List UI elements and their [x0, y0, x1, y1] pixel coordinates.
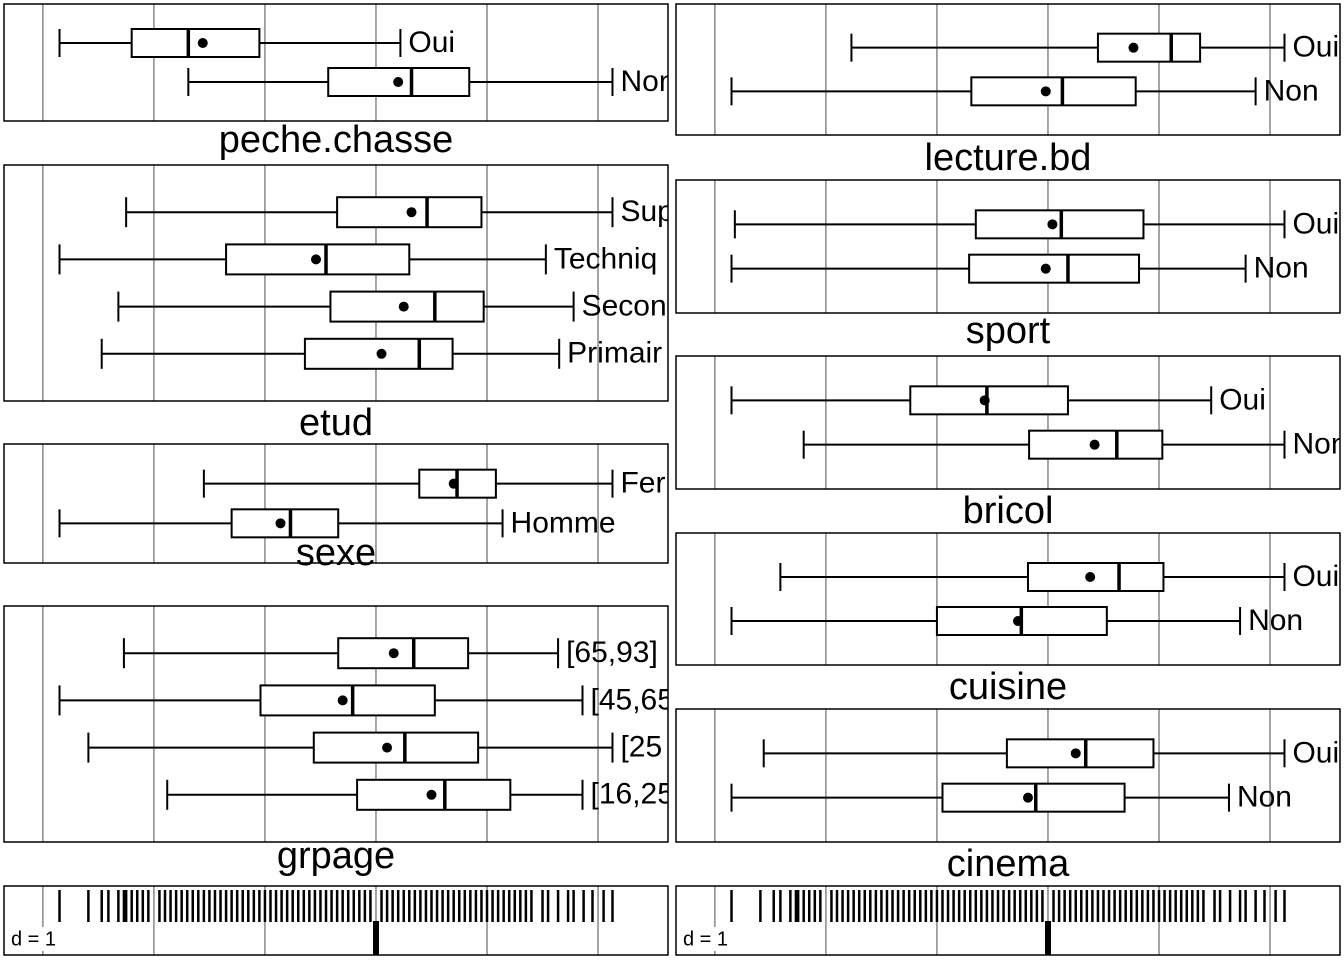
panel-title: cinema — [947, 843, 1070, 885]
panel-border — [3, 885, 669, 956]
mean — [406, 207, 417, 218]
category-label: Fer — [620, 467, 665, 500]
mean — [197, 38, 208, 48]
mean — [1040, 263, 1051, 274]
panel: Oui Non — [714, 356, 1344, 489]
panel-title: etud — [299, 402, 373, 444]
panel-title: grpage — [277, 835, 395, 877]
category-label: Sup — [620, 195, 673, 228]
mean — [311, 254, 322, 265]
panel-border — [675, 355, 1341, 490]
mean — [1040, 86, 1051, 97]
box — [941, 782, 1126, 813]
mean — [1089, 439, 1100, 450]
panel-border — [675, 885, 1341, 956]
mean — [388, 648, 399, 659]
box — [1096, 32, 1202, 63]
panel: [65,93] [45,65 [25 [16,25 — [42, 606, 674, 842]
category-label: Techniq — [554, 242, 657, 275]
box — [1028, 429, 1164, 460]
panel-title: peche.chasse — [219, 119, 454, 161]
category-label: Oui — [1292, 31, 1339, 64]
panel-border — [3, 3, 669, 122]
box — [130, 28, 261, 58]
category-label: [65,93] — [566, 636, 658, 669]
mean — [1128, 42, 1139, 53]
origin-mark — [372, 921, 379, 955]
mean — [448, 478, 459, 489]
category-label: Oui — [1292, 207, 1339, 240]
box — [968, 253, 1141, 284]
panel-border — [675, 3, 1341, 136]
mean — [1085, 572, 1096, 582]
category-label: Non — [1264, 74, 1319, 107]
category-label: Oui — [408, 26, 455, 59]
category-label: Oui — [1292, 560, 1339, 593]
panel: d = 1 — [680, 886, 1286, 955]
mean — [398, 301, 409, 312]
panel: Oui Non — [714, 4, 1339, 135]
mean — [275, 518, 286, 529]
grid-label: d = 1 — [11, 928, 56, 950]
mean — [337, 695, 348, 706]
panel-title: sport — [966, 310, 1051, 352]
panel-border — [3, 443, 669, 564]
category-label: Non — [1254, 252, 1309, 285]
panel-title: bricol — [963, 490, 1054, 532]
mean — [1022, 792, 1033, 803]
panel-border — [675, 179, 1341, 314]
category-label: Primair — [567, 337, 662, 370]
panel: Oui Non — [714, 533, 1339, 665]
panel-border — [675, 532, 1341, 666]
category-label: Homme — [511, 506, 616, 539]
panel: d = 1 — [8, 886, 614, 955]
box — [312, 731, 480, 764]
category-label: [45,65 — [591, 683, 674, 716]
box — [970, 76, 1137, 107]
panel-border — [675, 708, 1341, 843]
box — [337, 637, 470, 670]
mean — [1047, 219, 1058, 230]
grid-label: d = 1 — [683, 928, 728, 950]
mean — [376, 348, 387, 359]
grid-label-bg — [8, 927, 70, 951]
category-label: Oui — [1219, 383, 1266, 416]
panel: Oui Non — [714, 180, 1339, 313]
category-label: Non — [1292, 428, 1344, 461]
category-label: [25 — [620, 731, 662, 764]
category-label: [16,25 — [591, 778, 674, 811]
category-label: Non — [620, 65, 675, 98]
panel-title: cuisine — [949, 666, 1067, 708]
origin-mark — [1044, 921, 1051, 955]
mean — [1070, 748, 1081, 759]
category-label: Oui — [1292, 736, 1339, 769]
category-label: Non — [1248, 604, 1303, 637]
mean — [1012, 616, 1023, 626]
mean — [393, 77, 404, 87]
category-label: Non — [1237, 781, 1292, 814]
box — [1026, 562, 1165, 592]
panel: Oui Non — [42, 4, 675, 121]
panel-border — [3, 605, 669, 843]
panel: Sup Techniq Secon Primair — [42, 165, 673, 401]
category-label: Secon — [582, 290, 667, 323]
mean — [979, 395, 990, 406]
mean — [426, 789, 437, 800]
mean — [382, 742, 393, 753]
panel-border — [3, 164, 669, 402]
panel-title: sexe — [296, 532, 376, 574]
grid-label-bg — [680, 927, 742, 951]
panel-title: lecture.bd — [925, 137, 1092, 179]
box — [225, 243, 411, 276]
